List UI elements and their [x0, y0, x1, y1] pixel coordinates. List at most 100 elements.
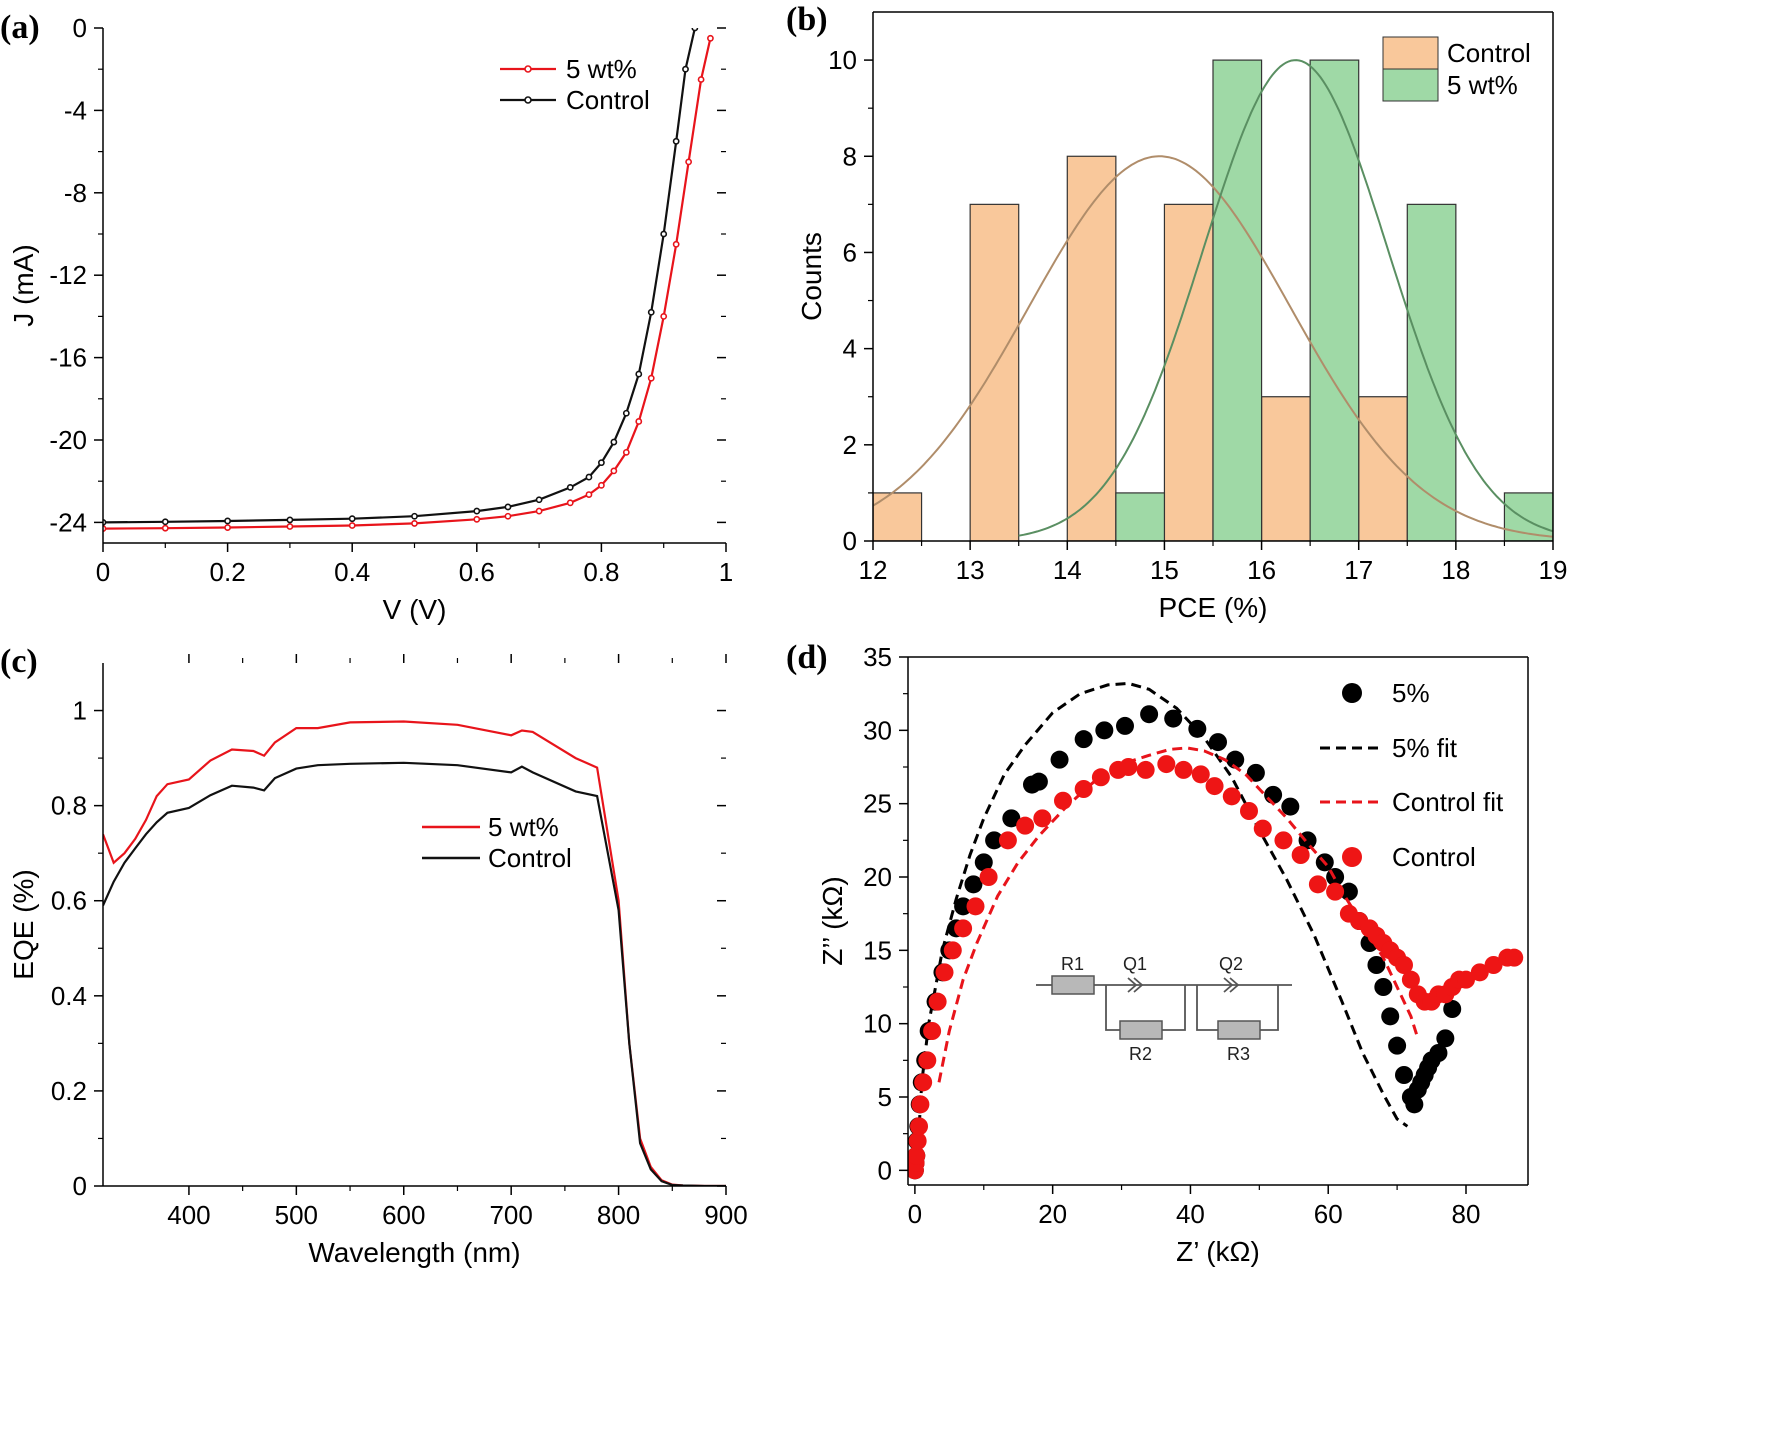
y-tick-label: -16 — [49, 343, 87, 373]
legend-marker — [525, 66, 531, 72]
line-marker-control — [611, 439, 616, 444]
line-marker-5-wt- — [163, 526, 168, 531]
data-point-control — [1223, 787, 1241, 805]
x-tick-label: 0.8 — [583, 557, 619, 587]
legend-marker — [1342, 683, 1362, 703]
data-point-5- — [1140, 705, 1158, 723]
data-point-control — [1326, 883, 1344, 901]
y-tick-label: 30 — [863, 715, 892, 745]
x-tick-label: 17 — [1344, 555, 1373, 585]
line-marker-5-wt- — [611, 468, 616, 473]
data-point-5- — [1395, 1066, 1413, 1084]
line-marker-control — [692, 25, 697, 30]
x-axis-title: PCE (%) — [1159, 592, 1268, 623]
data-point-control — [923, 1022, 941, 1040]
y-tick-label: 25 — [863, 789, 892, 819]
line-marker-control — [649, 310, 654, 315]
y-tick-label: 0 — [878, 1155, 892, 1185]
legend-label: 5 wt% — [1447, 70, 1518, 100]
legend: 5 wt%Control — [422, 812, 572, 873]
line-marker-5-wt- — [225, 525, 230, 530]
data-point-control — [1157, 755, 1175, 773]
legend: 5%5% fitControl fitControl — [1320, 678, 1504, 872]
chart-panel-c: (c) 400 500 600 700 800 900 0 0.2 0.4 0.6 0.8 1 Wavel… — [0, 643, 748, 1268]
x-tick-label: 800 — [597, 1200, 640, 1230]
data-point-5- — [1281, 798, 1299, 816]
x-tick-label: 700 — [489, 1200, 532, 1230]
data-point-control — [1137, 761, 1155, 779]
line-marker-control — [412, 514, 417, 519]
legend-label: 5% — [1392, 678, 1430, 708]
plot-area — [873, 60, 1553, 541]
y-tick-label: 4 — [843, 334, 857, 364]
y-tick-label: 0.6 — [51, 886, 87, 916]
circuit-label-r1: R1 — [1061, 954, 1084, 974]
x-tick-label: 400 — [167, 1200, 210, 1230]
legend-label: 5 wt% — [566, 54, 637, 84]
line-marker-control — [599, 460, 604, 465]
histogram-bar-control — [1067, 156, 1116, 541]
line-marker-control — [661, 231, 666, 236]
line-marker-control — [624, 411, 629, 416]
data-point-control — [910, 1117, 928, 1135]
data-point-control — [918, 1051, 936, 1069]
line-marker-control — [350, 516, 355, 521]
y-tick-label: 1 — [73, 696, 87, 726]
x-tick-label: 20 — [1038, 1199, 1067, 1229]
line-marker-5-wt- — [599, 483, 604, 488]
x-tick-label: 40 — [1176, 1199, 1205, 1229]
panel-label: (c) — [0, 643, 38, 680]
data-point-control — [1054, 792, 1072, 810]
circuit-label-q2: Q2 — [1219, 954, 1243, 974]
data-point-5- — [1381, 1007, 1399, 1025]
x-tick-label: 15 — [1150, 555, 1179, 585]
y-tick-label: -8 — [64, 178, 87, 208]
legend-label: Control — [1447, 38, 1531, 68]
line-marker-control — [474, 508, 479, 513]
line-marker-5-wt- — [661, 314, 666, 319]
axes: 400 500 600 700 800 900 0 0.2 0.4 0.6 0.8 1 Waveleng… — [8, 654, 748, 1268]
y-axis-title: J (mA) — [8, 244, 39, 326]
x-tick-label: 0 — [96, 557, 110, 587]
x-tick-label: 500 — [275, 1200, 318, 1230]
data-point-5- — [1030, 773, 1048, 791]
data-point-control — [1075, 780, 1093, 798]
series-line-control — [103, 763, 726, 1186]
line-marker-5-wt- — [537, 508, 542, 513]
x-tick-label: 19 — [1539, 555, 1568, 585]
y-tick-label: -12 — [49, 260, 87, 290]
series-line-5-wt- — [103, 722, 726, 1187]
data-point-control — [1254, 820, 1272, 838]
data-point-control — [914, 1073, 932, 1091]
line-marker-5-wt- — [350, 523, 355, 528]
legend-label: Control — [566, 85, 650, 115]
legend-label: Control fit — [1392, 787, 1504, 817]
line-marker-5-wt- — [649, 376, 654, 381]
histogram-bar-control — [1164, 204, 1213, 541]
y-tick-label: 0 — [73, 1171, 87, 1201]
data-point-control — [1309, 875, 1327, 893]
x-tick-label: 18 — [1441, 555, 1470, 585]
data-point-control — [944, 941, 962, 959]
data-point-control — [999, 831, 1017, 849]
y-tick-label: 6 — [843, 237, 857, 267]
circuit-label-q1: Q1 — [1123, 954, 1147, 974]
data-point-control — [980, 868, 998, 886]
y-tick-label: 20 — [863, 862, 892, 892]
x-tick-label: 0.6 — [459, 557, 495, 587]
y-tick-label: 0 — [843, 526, 857, 556]
line-marker-control — [568, 485, 573, 490]
data-point-control — [1274, 831, 1292, 849]
data-point-control — [1016, 817, 1034, 835]
chart-panel-d: (d) 0 20 40 60 80 0 5 10 15 20 25 30 35 Z’ (kΩ) Z’’ (kΩ… — [786, 639, 1528, 1267]
data-point-5- — [1374, 978, 1392, 996]
data-point-control — [936, 963, 954, 981]
y-tick-label: 0.4 — [51, 981, 87, 1011]
line-marker-5-wt- — [412, 521, 417, 526]
x-axis-title: V (V) — [383, 594, 447, 625]
chart-panel-b: (b) 12 13 14 15 16 17 18 19 0 2 4 6 8 10 PCE (%) Counts C… — [786, 1, 1567, 623]
data-point-control — [967, 897, 985, 915]
line-marker-control — [287, 517, 292, 522]
x-axis-title: Wavelength (nm) — [308, 1237, 520, 1268]
line-marker-control — [586, 474, 591, 479]
